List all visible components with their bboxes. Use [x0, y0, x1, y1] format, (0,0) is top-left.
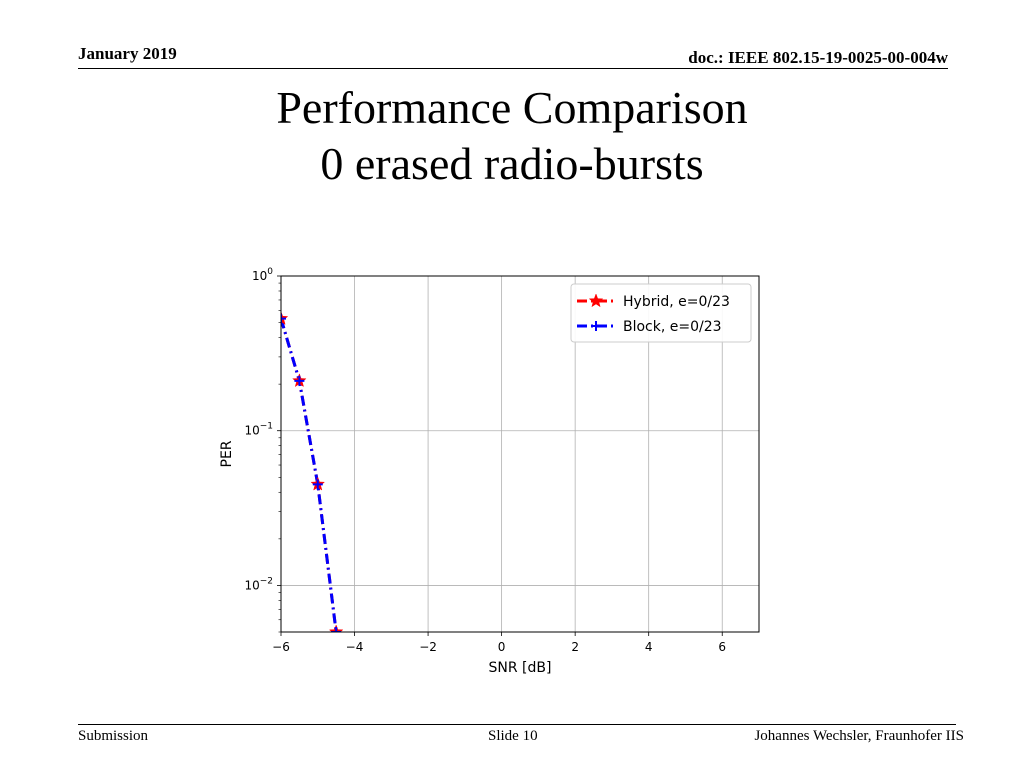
y-tick-label: 100	[252, 267, 273, 283]
data-point-plus	[312, 479, 323, 490]
x-tick-label: −4	[346, 640, 364, 654]
footer-slide-number: Slide 10	[488, 728, 538, 744]
legend: Hybrid, e=0/23 Block, e=0/23	[570, 283, 752, 343]
legend-label: Block, e=0/23	[623, 319, 722, 335]
series-line-1	[281, 318, 338, 632]
legend-box	[570, 283, 752, 343]
x-axis-label: SNR [dB]	[489, 660, 552, 676]
y-axis-ticks: 100 10−1 10−2	[244, 267, 281, 633]
legend-label: Hybrid, e=0/23	[623, 294, 730, 310]
data-point-plus	[294, 375, 305, 386]
slide-title-line2: 0 erased radio-bursts	[320, 138, 704, 189]
x-tick-label: −6	[272, 640, 290, 654]
slide-title-line1: Performance Comparison	[276, 82, 748, 133]
plot-frame	[280, 275, 760, 633]
slide-title: Performance Comparison 0 erased radio-bu…	[0, 80, 1024, 192]
y-axis-label: PER	[219, 440, 235, 467]
x-tick-label: 2	[571, 640, 579, 654]
legend-marker-plus	[591, 321, 601, 331]
x-tick-label: 6	[718, 640, 726, 654]
footer-author: Johannes Wechsler, Fraunhofer IIS	[754, 728, 964, 744]
data-point-plus	[281, 313, 286, 324]
per-chart: −6 −4 −2 0 2 4 6 100 10−1 10−2 SNR [dB] PER Hybr…	[219, 267, 760, 676]
x-axis-ticks: −6 −4 −2 0 2 4 6	[272, 632, 726, 654]
data-point-plus	[331, 627, 342, 632]
header-date: January 2019	[78, 44, 177, 63]
legend-marker-star	[588, 293, 604, 308]
footer-rule	[78, 724, 956, 725]
y-tick-label: 10−2	[244, 576, 273, 592]
header-rule	[78, 68, 948, 69]
x-tick-label: −2	[419, 640, 437, 654]
series-layer	[281, 310, 344, 632]
header-doc-id: doc.: IEEE 802.15-19-0025-00-004w	[688, 48, 948, 67]
x-tick-label: 0	[498, 640, 506, 654]
y-tick-label: 10−1	[244, 422, 273, 438]
footer-submission: Submission	[78, 728, 149, 744]
x-tick-label: 4	[645, 640, 653, 654]
